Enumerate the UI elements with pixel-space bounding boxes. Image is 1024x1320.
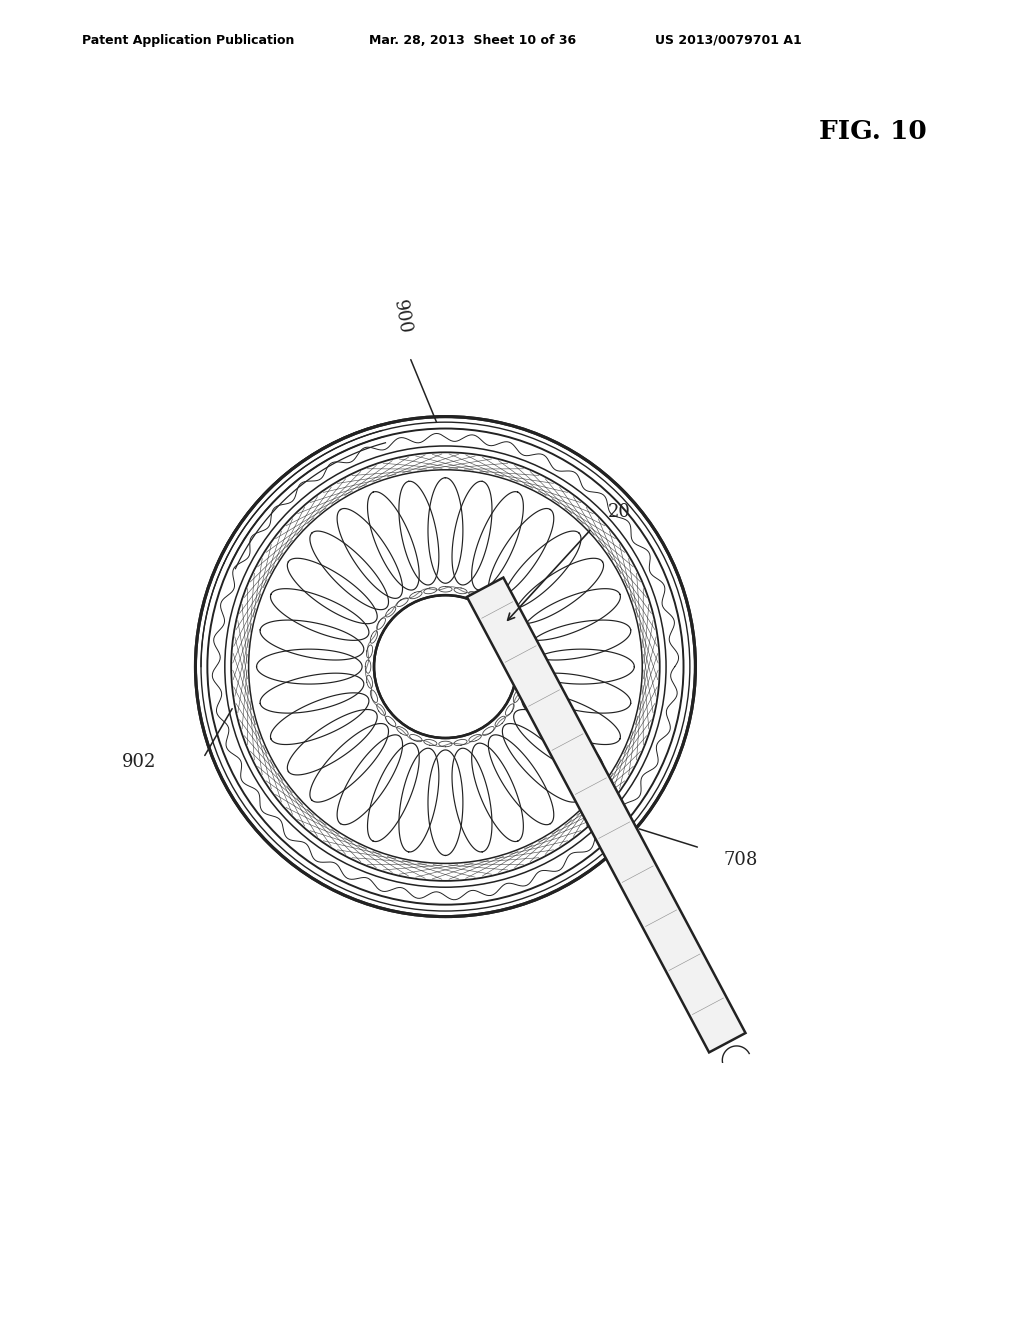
Text: 902: 902	[122, 752, 156, 771]
Text: Patent Application Publication: Patent Application Publication	[82, 33, 294, 46]
Text: FIG. 10: FIG. 10	[819, 119, 927, 144]
Text: US 2013/0079701 A1: US 2013/0079701 A1	[655, 33, 802, 46]
Text: 708: 708	[724, 851, 758, 869]
Circle shape	[196, 417, 695, 916]
Text: Mar. 28, 2013  Sheet 10 of 36: Mar. 28, 2013 Sheet 10 of 36	[369, 33, 575, 46]
Text: 900: 900	[390, 298, 414, 335]
Circle shape	[374, 595, 517, 738]
Polygon shape	[467, 578, 745, 1052]
Text: 20: 20	[607, 503, 631, 520]
